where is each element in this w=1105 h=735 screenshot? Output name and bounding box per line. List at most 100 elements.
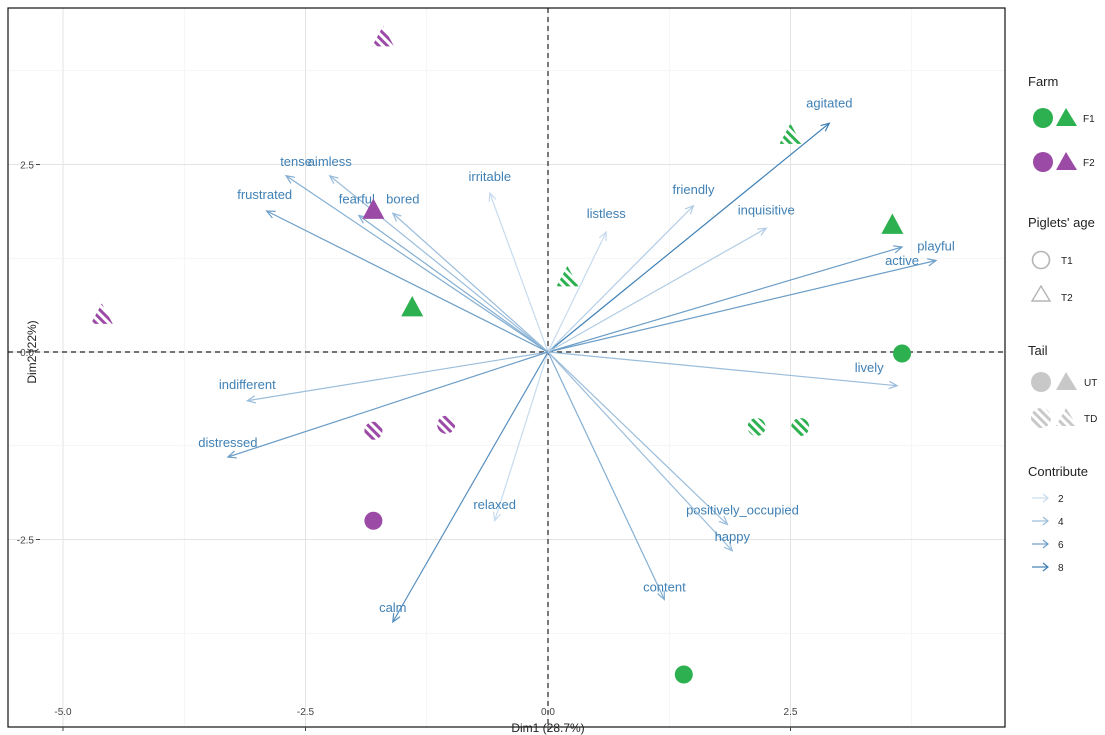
y-tick-label: -2.5	[17, 536, 35, 547]
legend: Farm Piglets' age Tail Contribute F1 F2 T1…	[1028, 74, 1097, 574]
legend-circle	[1033, 152, 1053, 172]
legend-label: T1	[1061, 256, 1073, 267]
legend-triangle	[1056, 108, 1077, 126]
axes: -5.0 -2.5 0.0 2.5 -2.5 0.0 2.5 Dim1 (28.7%) D…	[17, 161, 798, 735]
point-f1-t2-ut	[401, 296, 424, 317]
x-axis-label: Dim1 (28.7%)	[511, 721, 584, 735]
arrow-head	[391, 212, 402, 222]
arrow-head	[718, 515, 729, 526]
variable-label: friendly	[673, 182, 715, 197]
legend-label: T2	[1061, 293, 1073, 304]
legend-title-tail: Tail	[1028, 343, 1048, 358]
point-f1-t2-td	[556, 266, 579, 287]
arrow-line	[547, 246, 903, 353]
legend-circle	[1031, 372, 1051, 392]
point-f2-t2-ut	[362, 198, 385, 219]
arrow-head	[888, 380, 899, 390]
x-tick-label: 0.0	[541, 707, 555, 718]
arrow-line	[494, 351, 549, 521]
arrow-line	[489, 192, 549, 353]
variable-arrow-aimless: aimless	[308, 154, 549, 353]
legend-label: F2	[1083, 158, 1095, 169]
arrow-line	[247, 351, 549, 402]
variable-arrow-positively-occupied: positively_occupied	[547, 351, 799, 526]
x-tick-label: 2.5	[784, 707, 798, 718]
point-f2-t1-td	[364, 421, 383, 440]
legend-label: TD	[1084, 414, 1097, 425]
x-tick-label: -5.0	[54, 707, 72, 718]
legend-item-contribute-2: 2	[1032, 493, 1064, 505]
legend-item-age-t2: T2	[1030, 284, 1073, 304]
arrow-head	[893, 245, 904, 254]
variable-arrow-lively: lively	[547, 351, 899, 390]
variable-label: frustrated	[237, 187, 292, 202]
arrow-head	[392, 612, 401, 624]
zero-lines	[8, 8, 1005, 727]
point-f2-t2-td	[90, 303, 113, 324]
legend-triangle-outline	[1030, 284, 1052, 302]
arrow-line	[547, 231, 607, 353]
legend-label: 2	[1058, 494, 1064, 505]
arrow-line	[358, 215, 549, 353]
arrow-head	[226, 450, 237, 459]
arrow-line	[392, 212, 549, 353]
y-ticks: -2.5 0.0 2.5	[17, 161, 40, 547]
legend-label: UT	[1084, 378, 1097, 389]
legend-item-tail-td: TD	[1031, 408, 1097, 428]
point-f1-t1-td	[791, 418, 810, 436]
variable-label: agitated	[806, 95, 852, 110]
legend-label: 4	[1058, 517, 1064, 528]
arrow-line	[547, 227, 767, 353]
arrow-line	[547, 259, 937, 353]
variable-label: positively_occupied	[686, 503, 799, 518]
variable-arrow-active: active	[547, 245, 919, 353]
arrow-line	[547, 351, 728, 525]
x-tick-label: -2.5	[297, 707, 315, 718]
variable-arrow-friendly: friendly	[547, 182, 715, 353]
variable-label: bored	[386, 191, 419, 206]
arrow-line	[285, 175, 549, 353]
legend-label: 8	[1058, 563, 1064, 574]
legend-label: 6	[1058, 540, 1064, 551]
variable-arrow-inquisitive: inquisitive	[547, 202, 795, 353]
variable-arrow-calm: calm	[379, 351, 549, 624]
legend-label: F1	[1083, 114, 1095, 125]
y-tick-label: 0.0	[20, 348, 34, 359]
legend-item-contribute-6: 6	[1032, 539, 1064, 551]
arrow-head	[488, 191, 497, 203]
point-f1-t2-ut	[881, 213, 904, 234]
point-f1-t1-ut	[893, 344, 912, 363]
variable-label: indifferent	[219, 377, 276, 392]
point-f1-t1-td	[747, 418, 766, 436]
arrow-head	[927, 258, 938, 267]
variable-arrow-happy: happy	[547, 351, 751, 552]
point-f1-t1-ut	[674, 665, 693, 684]
variable-arrow-tense: tense	[280, 154, 549, 353]
legend-triangle	[1056, 372, 1077, 390]
variable-arrow-relaxed: relaxed	[473, 351, 549, 523]
arrow-line	[547, 122, 830, 353]
plot-frame	[7, 7, 1006, 728]
arrow-head	[657, 590, 666, 601]
plot-panel	[8, 8, 1005, 727]
legend-arrow-head	[1042, 516, 1049, 526]
x-ticks: -5.0 -2.5 0.0 2.5	[54, 707, 798, 731]
variable-arrow-bored: bored	[386, 191, 549, 353]
legend-item-contribute-4: 4	[1032, 516, 1064, 528]
variable-label: active	[885, 253, 919, 268]
arrow-head	[284, 174, 296, 184]
variable-label: irritable	[468, 169, 511, 184]
variable-arrow-frustrated: frustrated	[237, 187, 549, 353]
arrow-head	[245, 395, 257, 404]
variable-arrow-listless: listless	[547, 206, 626, 353]
legend-item-contribute-8: 8	[1032, 562, 1064, 574]
legend-items: F1 F2 T1 T2 UT TD 2 4 6 8	[1030, 108, 1097, 574]
arrow-line	[547, 205, 694, 353]
point-f1-t2-td	[779, 123, 802, 144]
arrow-line	[227, 351, 549, 458]
point-f2-t1-ut	[364, 511, 383, 530]
y-axis-label: Dim2 (22%)	[25, 320, 39, 383]
